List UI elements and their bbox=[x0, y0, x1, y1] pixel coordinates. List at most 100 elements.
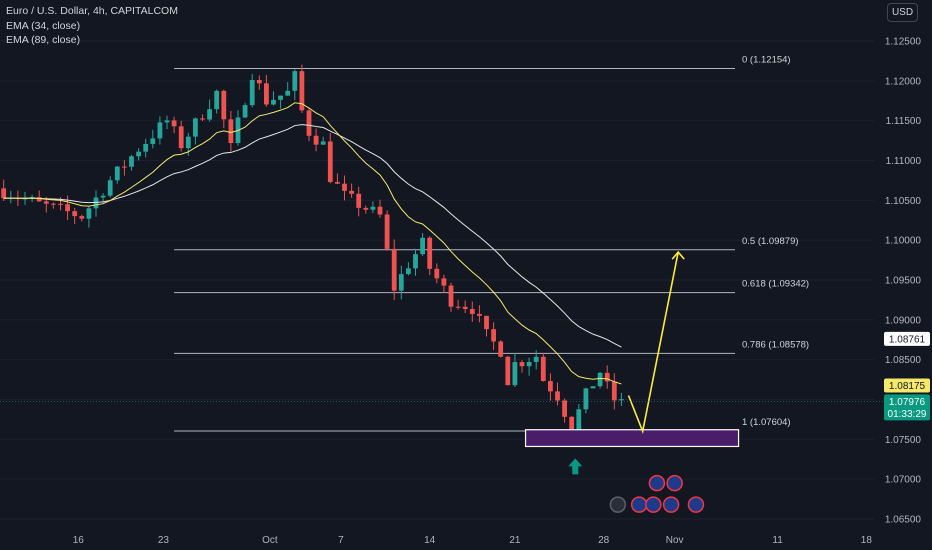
indicator-ema34[interactable]: EMA (34, close) bbox=[6, 19, 81, 32]
demand-zone-rect[interactable] bbox=[524, 429, 740, 448]
candle-body bbox=[384, 214, 390, 249]
candle-body bbox=[604, 372, 610, 382]
candle-body bbox=[342, 183, 347, 191]
y-tick-label: 1.12000 bbox=[885, 76, 922, 87]
candle-body bbox=[441, 278, 447, 286]
candle-body bbox=[576, 409, 582, 433]
candle-body bbox=[462, 306, 468, 309]
candle-body bbox=[43, 201, 49, 204]
candle-body bbox=[398, 274, 404, 291]
candle-body bbox=[72, 211, 78, 217]
candle-body bbox=[143, 143, 149, 152]
candle-body bbox=[427, 237, 433, 269]
candle-body bbox=[498, 341, 504, 357]
y-tick-label: 1.10000 bbox=[885, 236, 922, 247]
candle-body bbox=[242, 105, 248, 118]
x-tick-label: 28 bbox=[598, 535, 610, 546]
last-price-label-bg bbox=[884, 394, 930, 421]
economic-event-icon[interactable] bbox=[645, 496, 662, 513]
y-tick-label: 1.06500 bbox=[885, 514, 922, 525]
y-tick-label: 1.08500 bbox=[885, 355, 922, 366]
candle-body bbox=[619, 399, 624, 401]
candle-body bbox=[484, 315, 489, 330]
candle-body bbox=[129, 156, 134, 167]
candle-body bbox=[214, 90, 220, 110]
x-tick-label: Oct bbox=[262, 535, 278, 546]
event-icons[interactable] bbox=[609, 474, 705, 513]
symbol-title[interactable]: Euro / U.S. Dollar, 4h, CAPITALCOM bbox=[6, 5, 178, 17]
candle-body bbox=[526, 361, 532, 367]
candle-body bbox=[58, 203, 63, 205]
economic-event-icon[interactable] bbox=[687, 496, 705, 513]
candle-body bbox=[193, 118, 198, 137]
economic-event-icon[interactable] bbox=[666, 474, 683, 492]
candle-body bbox=[157, 122, 163, 139]
candle-body bbox=[533, 356, 539, 362]
candle-body bbox=[93, 197, 99, 209]
fibonacci-retracement[interactable]: 0 (1.12154) 0.5 (1.09879) 0.618 (1.09342) 0… bbox=[174, 55, 809, 432]
indicator-ema89[interactable]: EMA (89, close) bbox=[6, 34, 81, 46]
ema-lines bbox=[3, 102, 622, 385]
x-tick-label: 11 bbox=[772, 535, 783, 546]
economic-event-icon[interactable] bbox=[630, 496, 648, 513]
candle-body bbox=[164, 120, 170, 123]
currency-button[interactable]: USD bbox=[887, 3, 918, 22]
candle-body bbox=[22, 198, 28, 200]
y-tick-label: 1.12500 bbox=[885, 37, 922, 48]
candle-body bbox=[221, 90, 227, 120]
candle-body bbox=[611, 381, 617, 401]
time-axis[interactable]: 16 23 Oct 7 14 21 28 Nov 11 18 bbox=[73, 535, 873, 546]
x-tick-label: 18 bbox=[861, 535, 873, 546]
lightning-event-icon[interactable] bbox=[609, 496, 627, 513]
candle-body bbox=[36, 197, 42, 202]
countdown-label: 01:33:29 bbox=[888, 409, 927, 420]
candle-body bbox=[548, 381, 553, 392]
candle-body bbox=[207, 109, 212, 120]
candle-body bbox=[185, 136, 191, 149]
projection-arrowhead bbox=[671, 250, 685, 260]
candle-body bbox=[264, 83, 269, 105]
candle-body bbox=[65, 204, 70, 212]
candle-body bbox=[1, 188, 7, 199]
candle-body bbox=[363, 207, 369, 210]
up-arrow-icon bbox=[568, 458, 583, 475]
candle-body bbox=[136, 151, 141, 157]
projection-path[interactable] bbox=[627, 251, 679, 435]
candle-body bbox=[590, 386, 596, 389]
candle-body bbox=[271, 99, 276, 105]
candle-body bbox=[477, 313, 482, 316]
candle-body bbox=[583, 388, 589, 410]
ema-34-line bbox=[3, 102, 622, 385]
fib-level-label: 0.5 (1.09879) bbox=[742, 236, 799, 247]
candle-body bbox=[150, 138, 156, 144]
candle-body bbox=[349, 190, 354, 194]
y-tick-label: 1.07000 bbox=[885, 475, 922, 486]
economic-event-icon[interactable] bbox=[648, 474, 666, 492]
candle-body bbox=[285, 90, 291, 96]
x-tick-label: 16 bbox=[73, 535, 85, 546]
ema34-price-label: 1.08175 bbox=[889, 381, 926, 392]
economic-event-icon[interactable] bbox=[662, 496, 680, 513]
candle-body bbox=[569, 416, 575, 433]
y-tick-label: 1.09000 bbox=[885, 315, 922, 326]
candle-body bbox=[51, 203, 56, 205]
candle-body bbox=[391, 248, 397, 291]
candle-body bbox=[377, 206, 383, 215]
candle-body bbox=[122, 166, 127, 168]
chart-grid bbox=[0, 40, 874, 520]
y-tick-label: 1.07500 bbox=[885, 435, 922, 446]
ema89-price-label-bg bbox=[884, 331, 930, 346]
x-tick-label: 23 bbox=[158, 535, 170, 546]
candle-body bbox=[420, 237, 425, 255]
candle-body bbox=[178, 126, 184, 149]
candle-body bbox=[356, 193, 362, 208]
y-tick-label: 1.11000 bbox=[886, 156, 922, 167]
x-tick-label: 21 bbox=[509, 535, 521, 546]
candle-body bbox=[406, 268, 411, 275]
drawings[interactable] bbox=[524, 250, 740, 475]
candle-body bbox=[327, 141, 333, 183]
candle-body bbox=[107, 180, 113, 196]
